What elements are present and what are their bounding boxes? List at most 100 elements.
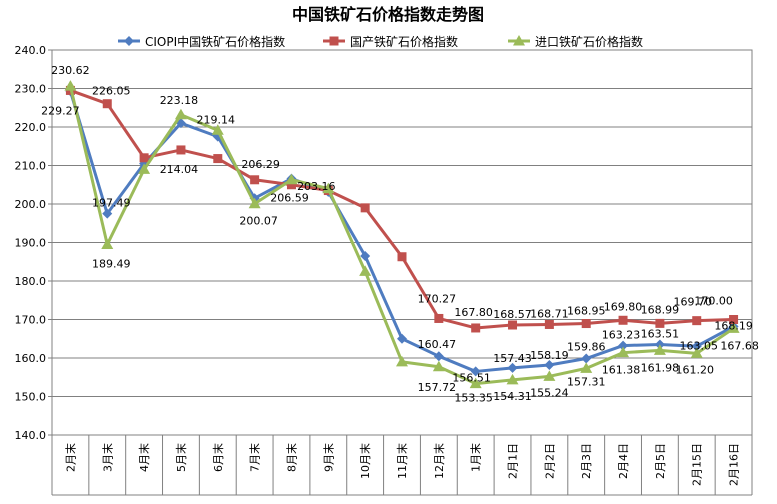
data-point [432, 360, 445, 372]
data-point [360, 250, 371, 261]
data-label: 170.27 [418, 292, 457, 305]
x-tick-label: 2月末 [63, 443, 77, 472]
data-point [176, 145, 186, 155]
data-point [727, 322, 740, 333]
y-tick-label: 210.0 [15, 160, 47, 173]
data-point [397, 252, 407, 262]
data-label: 157.31 [567, 375, 606, 388]
y-tick-label: 200.0 [15, 198, 47, 211]
data-point [174, 108, 187, 120]
y-tick-label: 180.0 [15, 275, 47, 288]
y-tick-label: 140.0 [15, 429, 47, 442]
data-point [655, 318, 665, 328]
axes: 140.0 150.0 160.0 170.0 180.0 190.0 200.0 210.0… [15, 44, 753, 496]
data-point [729, 315, 739, 324]
data-label: 161.20 [675, 363, 714, 376]
data-label: 168.99 [641, 303, 680, 316]
x-tick-label: 12月末 [432, 443, 446, 479]
data-point [360, 203, 370, 213]
data-label: 203.16 [297, 180, 336, 193]
grid [51, 49, 753, 436]
legend-item-2: 国产铁矿石价格指数 [323, 34, 458, 49]
data-point [359, 265, 372, 276]
data-label: 168.71 [530, 307, 569, 320]
y-tick-label: 230.0 [15, 83, 47, 96]
series-3 [64, 80, 740, 389]
data-point [322, 182, 335, 194]
data-point [543, 370, 556, 381]
data-label: 168.19 [714, 319, 753, 332]
data-point [397, 333, 407, 344]
data-labels: 230.62 229.27 226.05 197.49 189.49 223.18 214.… [41, 64, 759, 404]
x-tick-label: 2月2日 [543, 443, 556, 479]
data-point [101, 238, 114, 249]
x-tick-label: 6月末 [211, 443, 225, 472]
data-label: 161.98 [641, 361, 680, 374]
data-point [396, 355, 408, 367]
data-point [507, 362, 518, 373]
data-label: 163.23 [602, 329, 641, 342]
x-tick-label: 2月3日 [580, 443, 593, 479]
legend-item-1: CIOPI中国铁矿石价格指数 [118, 34, 285, 49]
data-point [469, 377, 482, 389]
x-tick-label: 2月16日 [728, 443, 741, 486]
x-tick-label: 5月末 [174, 443, 188, 472]
data-point [471, 323, 481, 333]
data-label: 160.47 [418, 338, 457, 351]
data-point [691, 341, 702, 352]
data-label: 189.49 [92, 257, 131, 270]
data-label: 167.80 [454, 306, 493, 319]
legend-marker [329, 36, 339, 46]
legend-marker [124, 36, 134, 46]
data-label: 169.80 [604, 300, 643, 313]
data-label: 223.18 [160, 94, 199, 107]
x-tick-label: 9月末 [321, 443, 335, 472]
x-tick-label: 11月末 [395, 443, 409, 479]
data-label: 170.00 [694, 295, 733, 308]
chart-title: 中国铁矿石价格指数走势图 [292, 5, 484, 24]
legend-marker [513, 35, 525, 46]
data-label: 157.72 [418, 381, 457, 394]
x-tick-label: 8月末 [284, 443, 298, 472]
x-tick-label: 2月1日 [507, 443, 520, 479]
data-label: 168.95 [567, 305, 606, 318]
data-point [213, 154, 223, 164]
series-group [64, 80, 740, 389]
data-label: 163.51 [641, 327, 680, 340]
data-point [102, 208, 113, 219]
data-label: 214.04 [160, 163, 199, 176]
x-tick-label: 10月末 [358, 443, 372, 479]
data-point [433, 351, 444, 362]
data-label: 158.19 [530, 349, 569, 362]
data-label: 206.59 [270, 192, 309, 205]
y-tick-label: 160.0 [15, 352, 47, 365]
data-point [618, 340, 629, 351]
x-tick-label: 7月末 [248, 443, 262, 472]
legend-label: CIOPI中国铁矿石价格指数 [145, 34, 285, 49]
data-label: 197.49 [92, 197, 131, 210]
data-label: 169.70 [673, 296, 712, 309]
data-label: 200.07 [239, 215, 278, 228]
data-point [102, 99, 112, 109]
x-tick-label: 2月4日 [617, 443, 630, 479]
legend-item-3: 进口铁矿石价格指数 [508, 34, 643, 49]
data-label: 168.57 [493, 308, 532, 321]
data-label: 159.86 [567, 341, 606, 354]
data-label: 157.43 [493, 352, 532, 365]
x-tick-label: 2月5日 [654, 443, 667, 479]
data-point [470, 366, 481, 377]
data-label: 226.05 [92, 85, 131, 98]
legend: CIOPI中国铁矿石价格指数 国产铁矿石价格指数 进口铁矿石价格指数 [118, 34, 643, 49]
data-label: 167.68 [720, 339, 759, 352]
data-point [508, 320, 518, 330]
series-2 [65, 85, 739, 333]
data-label: 219.14 [197, 113, 236, 126]
series-line [69, 89, 734, 330]
data-point [434, 313, 444, 323]
data-point [138, 163, 151, 174]
data-label: 206.29 [241, 158, 280, 171]
data-point [285, 173, 298, 185]
data-label: 153.35 [454, 392, 493, 405]
y-tick-label: 220.0 [15, 121, 47, 134]
